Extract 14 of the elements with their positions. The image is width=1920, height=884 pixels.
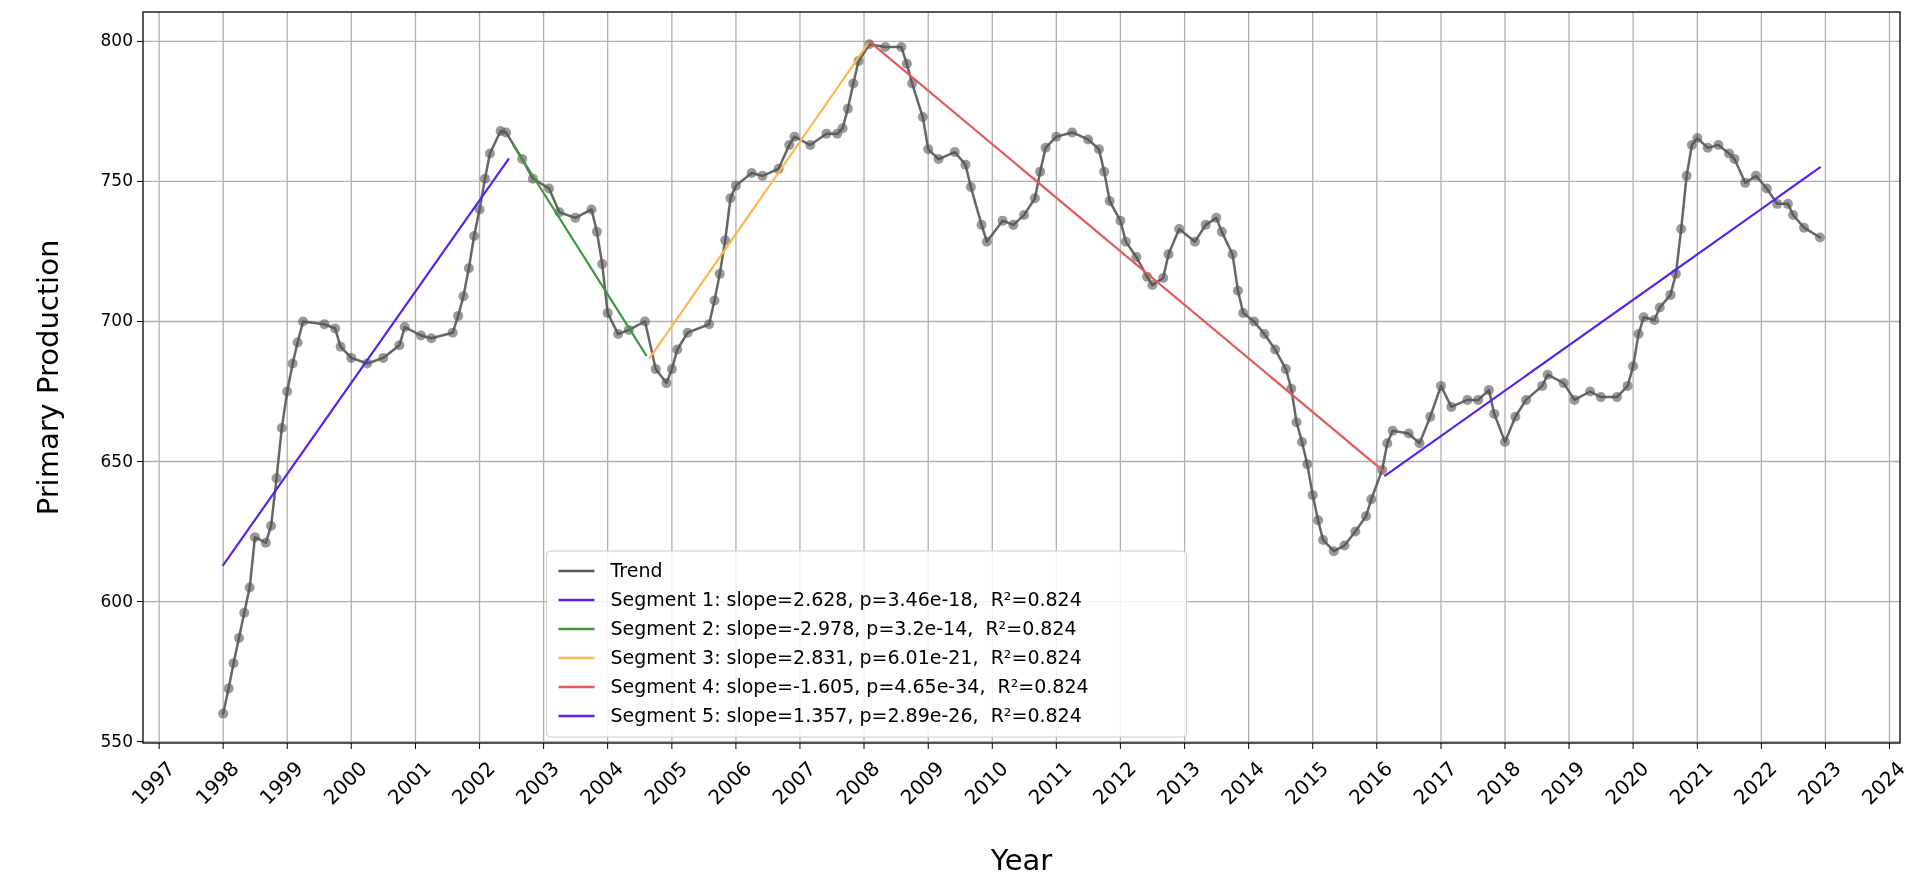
y-axis-title: Primary Production bbox=[31, 239, 65, 516]
y-tick-label: 700 bbox=[100, 310, 133, 331]
legend-label: Segment 3: slope=2.831, p=6.01e-21, R²=0.824 bbox=[610, 645, 1082, 668]
y-tick-label: 550 bbox=[100, 730, 133, 751]
y-tick-label: 800 bbox=[100, 30, 133, 51]
y-tick-label: 750 bbox=[100, 170, 133, 191]
y-tick-label: 600 bbox=[100, 590, 133, 611]
legend-label: Trend bbox=[609, 558, 663, 581]
y-tick-label: 650 bbox=[100, 450, 133, 471]
legend-label: Segment 1: slope=2.628, p=3.46e-18, R²=0.824 bbox=[610, 587, 1082, 610]
legend-label: Segment 2: slope=-2.978, p=3.2e-14, R²=0.824 bbox=[610, 616, 1077, 639]
x-axis-title: Year bbox=[989, 843, 1053, 877]
legend-label: Segment 5: slope=1.357, p=2.89e-26, R²=0.824 bbox=[610, 703, 1082, 726]
legend-label: Segment 4: slope=-1.605, p=4.65e-34, R²=0.824 bbox=[610, 674, 1089, 697]
